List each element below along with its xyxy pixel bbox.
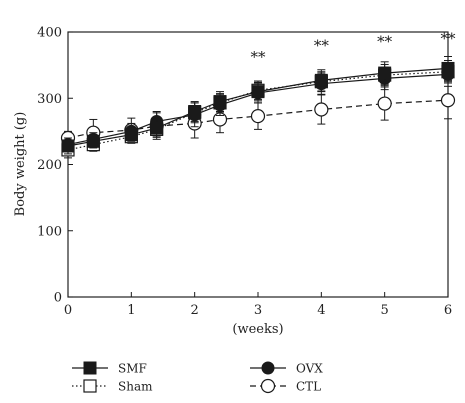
point-smf-8 xyxy=(378,66,392,80)
point-smf-1 xyxy=(86,134,100,148)
significance-marker-2: ** xyxy=(377,33,393,51)
point-smf-2 xyxy=(124,128,138,142)
x-tick-label-6: 6 xyxy=(444,303,452,318)
legend-label-ovx: OVX xyxy=(296,362,323,376)
x-tick-label-5: 5 xyxy=(381,303,389,318)
series-line-sham xyxy=(67,71,449,151)
x-tick-label-0: 0 xyxy=(64,303,72,318)
series-line-ovx xyxy=(67,73,449,146)
y-ticks: 0 100 200 300 400 xyxy=(37,26,73,306)
point-smf-6 xyxy=(251,85,265,99)
point-ctl-6 xyxy=(250,109,266,124)
legend-item-ovx: OVX xyxy=(250,361,323,376)
series-line-smf xyxy=(67,67,449,147)
x-tick-label-3: 3 xyxy=(254,303,262,318)
x-tick-label-2: 2 xyxy=(191,303,199,318)
legend-marker-smf xyxy=(83,361,97,375)
point-ctl-9 xyxy=(440,93,456,108)
point-smf-4 xyxy=(188,105,202,118)
legend-label-sham: Sham xyxy=(118,380,153,394)
legend-label-ctl: CTL xyxy=(296,380,321,394)
legend-marker-ovx xyxy=(261,361,275,375)
legend-item-ctl: CTL xyxy=(250,378,321,394)
series-line-ctl xyxy=(67,99,449,139)
y-axis-label: Body weight (g) xyxy=(13,112,28,217)
point-ctl-8 xyxy=(377,96,392,111)
point-smf-3 xyxy=(150,121,164,135)
legend-marker-sham xyxy=(83,379,97,393)
series-smf xyxy=(61,56,455,155)
x-tick-label-1: 1 xyxy=(127,303,135,318)
point-smf-5 xyxy=(213,95,227,109)
significance-marker-1: ** xyxy=(314,37,330,55)
legend-marker-ctl xyxy=(260,378,276,394)
legend-item-sham: Sham xyxy=(72,379,153,394)
significance-annotations: ** ** ** ** xyxy=(251,29,457,66)
y-tick-label-3: 300 xyxy=(37,92,62,107)
legend: SMF Sham OVX CTL xyxy=(72,361,323,394)
point-smf-0 xyxy=(61,139,75,153)
significance-marker-3: ** xyxy=(441,29,457,47)
x-ticks: 0 1 2 3 4 5 6 xyxy=(64,292,452,318)
y-tick-label-1: 100 xyxy=(37,224,62,239)
legend-item-smf: SMF xyxy=(72,361,147,376)
y-tick-label-0: 0 xyxy=(54,291,62,306)
series-group xyxy=(60,56,456,159)
y-tick-label-2: 200 xyxy=(37,158,62,173)
x-tick-label-4: 4 xyxy=(317,303,325,318)
point-ctl-7 xyxy=(314,102,329,117)
x-axis-label: (weeks) xyxy=(232,322,283,337)
y-tick-label-4: 400 xyxy=(37,26,62,41)
legend-label-smf: SMF xyxy=(118,362,147,376)
significance-marker-0: ** xyxy=(251,48,267,66)
point-smf-9 xyxy=(441,61,455,75)
point-smf-7 xyxy=(314,73,328,87)
